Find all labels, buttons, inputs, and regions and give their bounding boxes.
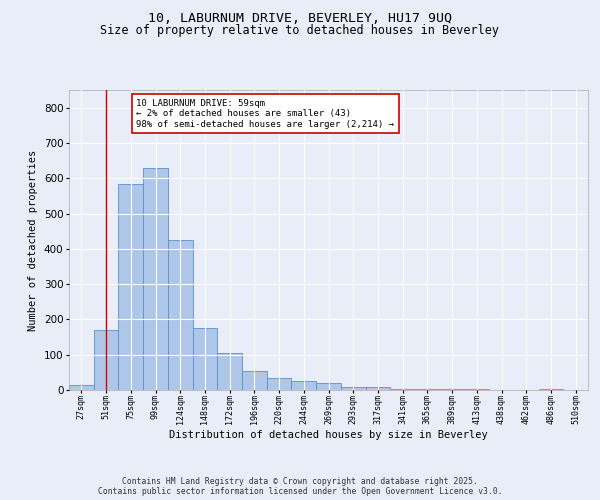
Bar: [390, 389, 415, 390]
Bar: [292, 381, 316, 390]
Bar: [94, 330, 118, 390]
Bar: [217, 353, 242, 390]
Bar: [365, 387, 390, 390]
Bar: [69, 384, 94, 390]
Bar: [168, 240, 193, 390]
Text: Contains public sector information licensed under the Open Government Licence v3: Contains public sector information licen…: [98, 488, 502, 496]
Text: 10 LABURNUM DRIVE: 59sqm
← 2% of detached houses are smaller (43)
98% of semi-de: 10 LABURNUM DRIVE: 59sqm ← 2% of detache…: [136, 99, 394, 129]
Bar: [242, 370, 267, 390]
Bar: [143, 168, 168, 390]
Bar: [341, 387, 365, 390]
Y-axis label: Number of detached properties: Number of detached properties: [28, 150, 38, 330]
Text: Contains HM Land Registry data © Crown copyright and database right 2025.: Contains HM Land Registry data © Crown c…: [122, 478, 478, 486]
Text: 10, LABURNUM DRIVE, BEVERLEY, HU17 9UQ: 10, LABURNUM DRIVE, BEVERLEY, HU17 9UQ: [148, 12, 452, 26]
Bar: [415, 389, 440, 390]
Bar: [118, 184, 143, 390]
Text: Size of property relative to detached houses in Beverley: Size of property relative to detached ho…: [101, 24, 499, 37]
Bar: [267, 378, 292, 390]
Bar: [316, 383, 341, 390]
X-axis label: Distribution of detached houses by size in Beverley: Distribution of detached houses by size …: [169, 430, 488, 440]
Bar: [193, 328, 217, 390]
